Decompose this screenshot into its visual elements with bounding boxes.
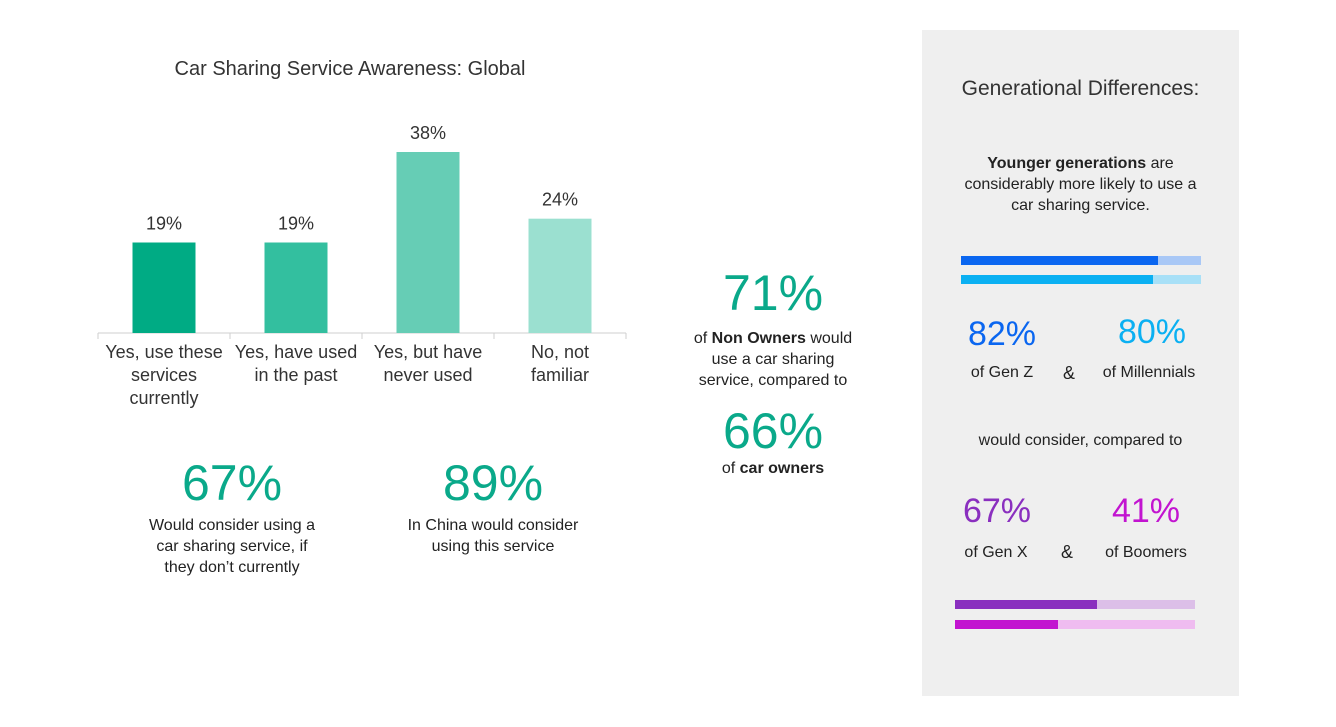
x-tick-label: currently bbox=[129, 388, 198, 408]
caption-line: of Non Owners would bbox=[673, 328, 873, 349]
gen-x-value: 67% bbox=[962, 492, 1032, 530]
stat-china-value: 89% bbox=[442, 455, 544, 511]
boomers-label: of Boomers bbox=[1105, 544, 1187, 561]
bar-2 bbox=[396, 152, 460, 333]
intro-bold: Younger generations bbox=[987, 155, 1147, 172]
intro-rest: are considerably more likely to use a ca… bbox=[964, 155, 1197, 214]
x-tick-label: Yes, but have bbox=[374, 342, 482, 362]
caption-pre: of bbox=[693, 330, 712, 347]
gen-z-label: of Gen Z bbox=[970, 364, 1034, 381]
compared-text: would consider, compared to bbox=[978, 432, 1183, 449]
caption-line: they don’t currently bbox=[164, 559, 300, 576]
stat-consider-value: 67% bbox=[181, 455, 283, 511]
chart-title: Car Sharing Service Awareness: Global bbox=[174, 58, 526, 80]
x-tick-label: familiar bbox=[531, 365, 589, 385]
millennials-value: 80% bbox=[1117, 313, 1187, 351]
bar-0 bbox=[132, 242, 196, 333]
ampersand: & bbox=[1060, 542, 1073, 562]
boomers-progress-bar bbox=[955, 620, 1195, 629]
caption-line: car sharing service, if bbox=[156, 538, 308, 555]
ampersand: & bbox=[1062, 363, 1075, 383]
bar-data-label: 19% bbox=[278, 214, 314, 234]
caption-bold: Non Owners bbox=[711, 330, 806, 347]
caption-line: using this service bbox=[431, 538, 555, 555]
millennials-label: of Millennials bbox=[1102, 364, 1196, 381]
panel-intro: Younger generations are considerably mor… bbox=[952, 153, 1209, 216]
caption-line: service, compared to bbox=[698, 372, 848, 389]
panel-title: Generational Differences: bbox=[961, 77, 1200, 100]
x-tick-label: Yes, use these bbox=[105, 342, 222, 362]
bar-1 bbox=[264, 242, 328, 333]
stat-china-caption: In China would consider using this servi… bbox=[393, 515, 593, 557]
bar-data-label: 19% bbox=[146, 214, 182, 234]
stat-non-owners-value: 71% bbox=[722, 265, 824, 321]
gen-x-progress-bar bbox=[955, 600, 1195, 609]
x-tick-label: No, not bbox=[531, 342, 589, 362]
stat-owners-value: 66% bbox=[722, 403, 824, 459]
x-tick-label: Yes, have used bbox=[235, 342, 357, 362]
stat-consider-caption: Would consider using a car sharing servi… bbox=[132, 515, 332, 578]
awareness-bar-chart: 19% Yes, use these services currently 19% Yes… bbox=[97, 123, 627, 408]
boomers-progress-fill bbox=[955, 620, 1059, 629]
caption-line: use a car sharing bbox=[711, 351, 835, 368]
millennials-progress-fill bbox=[961, 275, 1153, 284]
stat-owners-caption: of car owners bbox=[673, 458, 873, 479]
caption-post: would bbox=[805, 330, 853, 347]
generational-panel: Generational Differences: Younger genera… bbox=[922, 30, 1239, 696]
gen-z-value: 82% bbox=[967, 315, 1037, 353]
bar-data-label: 38% bbox=[410, 123, 446, 143]
bar-3 bbox=[528, 218, 592, 333]
x-tick-label: in the past bbox=[254, 365, 337, 385]
x-tick-label: services bbox=[131, 365, 197, 385]
caption-bold: car owners bbox=[739, 460, 825, 477]
gen-x-label: of Gen X bbox=[964, 544, 1028, 561]
x-tick-label: never used bbox=[383, 365, 472, 385]
gen-z-progress-fill bbox=[961, 256, 1158, 265]
millennials-progress-bar bbox=[961, 275, 1201, 284]
caption-pre: of bbox=[721, 460, 740, 477]
gen-z-progress-bar bbox=[961, 256, 1201, 265]
caption-line: Would consider using a bbox=[148, 517, 316, 534]
boomers-value: 41% bbox=[1111, 492, 1181, 530]
gen-x-progress-fill bbox=[955, 600, 1097, 609]
caption-line: In China would consider bbox=[407, 517, 579, 534]
bar-data-label: 24% bbox=[542, 190, 578, 210]
stat-non-owners-caption: of Non Owners would use a car sharing se… bbox=[673, 328, 873, 391]
